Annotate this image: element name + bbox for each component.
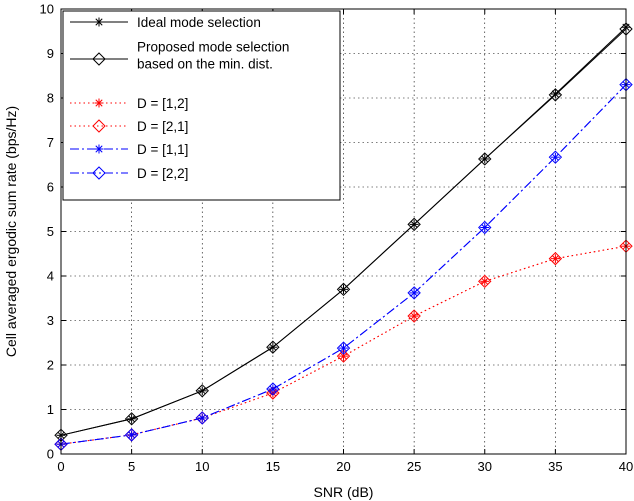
- y-axis-label: Cell averaged ergodic sum rate (bps/Hz): [3, 106, 19, 357]
- series-markers: [54, 22, 633, 451]
- data-point: [339, 351, 348, 361]
- data-point: [548, 150, 563, 164]
- x-tick-label: 30: [478, 459, 492, 474]
- y-tick-label: 0: [47, 447, 54, 462]
- data-point: [478, 220, 492, 235]
- data-point: [268, 384, 278, 394]
- data-point: [548, 88, 563, 102]
- data-point: [409, 311, 419, 321]
- y-tick-label: 6: [47, 180, 54, 195]
- data-point: [409, 219, 419, 229]
- legend-label: D = [2,1]: [137, 119, 188, 134]
- data-point: [336, 349, 351, 363]
- tick-labels: 0 5 10 15 20 25 30 35 40 0 1 2 3 4 5 6 7 8 9 10: [40, 2, 634, 475]
- data-point: [197, 386, 207, 396]
- data-point: [195, 384, 209, 398]
- y-tick-label: 5: [47, 224, 54, 239]
- data-point: [407, 217, 421, 232]
- data-point: [550, 152, 560, 162]
- data-point: [480, 154, 490, 164]
- x-tick-label: 35: [548, 459, 562, 474]
- data-point: [268, 342, 278, 352]
- data-point: [478, 152, 492, 166]
- legend-label: D = [1,2]: [137, 96, 188, 111]
- legend-label: Proposed mode selection: [137, 40, 289, 55]
- legend: Ideal mode selection Proposed mode select…: [62, 10, 341, 201]
- data-point: [478, 274, 492, 289]
- legend-label: Ideal mode selection: [137, 15, 261, 30]
- data-point: [550, 254, 560, 264]
- x-tick-label: 0: [57, 459, 64, 474]
- legend-marker: [94, 144, 104, 154]
- x-tick-label: 10: [195, 459, 209, 474]
- x-tick-label: 20: [336, 459, 350, 474]
- data-point: [266, 382, 280, 396]
- y-tick-label: 4: [47, 269, 54, 284]
- y-tick-label: 7: [47, 135, 54, 150]
- legend-marker: [94, 98, 104, 108]
- x-tick-label: 40: [619, 459, 633, 474]
- x-axis-label: SNR (dB): [314, 484, 374, 500]
- data-point: [127, 414, 137, 424]
- legend-marker: [92, 52, 106, 66]
- legend-label: D = [2,2]: [137, 166, 188, 181]
- y-tick-label: 3: [47, 313, 54, 328]
- data-point: [124, 428, 139, 442]
- legend-marker: [92, 166, 106, 180]
- legend-marker: [94, 17, 104, 27]
- data-point: [195, 411, 209, 425]
- data-point: [197, 413, 207, 423]
- data-point: [550, 89, 560, 99]
- data-point: [407, 286, 421, 300]
- data-point: [339, 284, 348, 294]
- y-tick-label: 8: [47, 91, 54, 106]
- legend-box: [62, 10, 341, 201]
- legend-marker: [92, 119, 106, 133]
- legend-label: D = [1,1]: [137, 142, 188, 157]
- x-tick-label: 25: [407, 459, 421, 474]
- y-tick-label: 1: [47, 402, 54, 417]
- data-point: [127, 430, 137, 440]
- data-point: [480, 222, 490, 232]
- y-tick-label: 2: [47, 358, 54, 373]
- legend-label: based on the min. dist.: [137, 57, 273, 72]
- data-point: [407, 309, 421, 323]
- y-tick-label: 9: [47, 46, 54, 61]
- data-point: [339, 343, 348, 353]
- y-tick-label: 10: [40, 2, 54, 17]
- data-point: [124, 412, 139, 426]
- x-tick-label: 15: [266, 459, 280, 474]
- data-point: [548, 251, 563, 266]
- data-point: [480, 276, 490, 286]
- data-point: [336, 282, 351, 297]
- data-point: [266, 340, 280, 354]
- data-point: [336, 341, 351, 355]
- data-point: [409, 288, 419, 298]
- x-tick-label: 5: [128, 459, 135, 474]
